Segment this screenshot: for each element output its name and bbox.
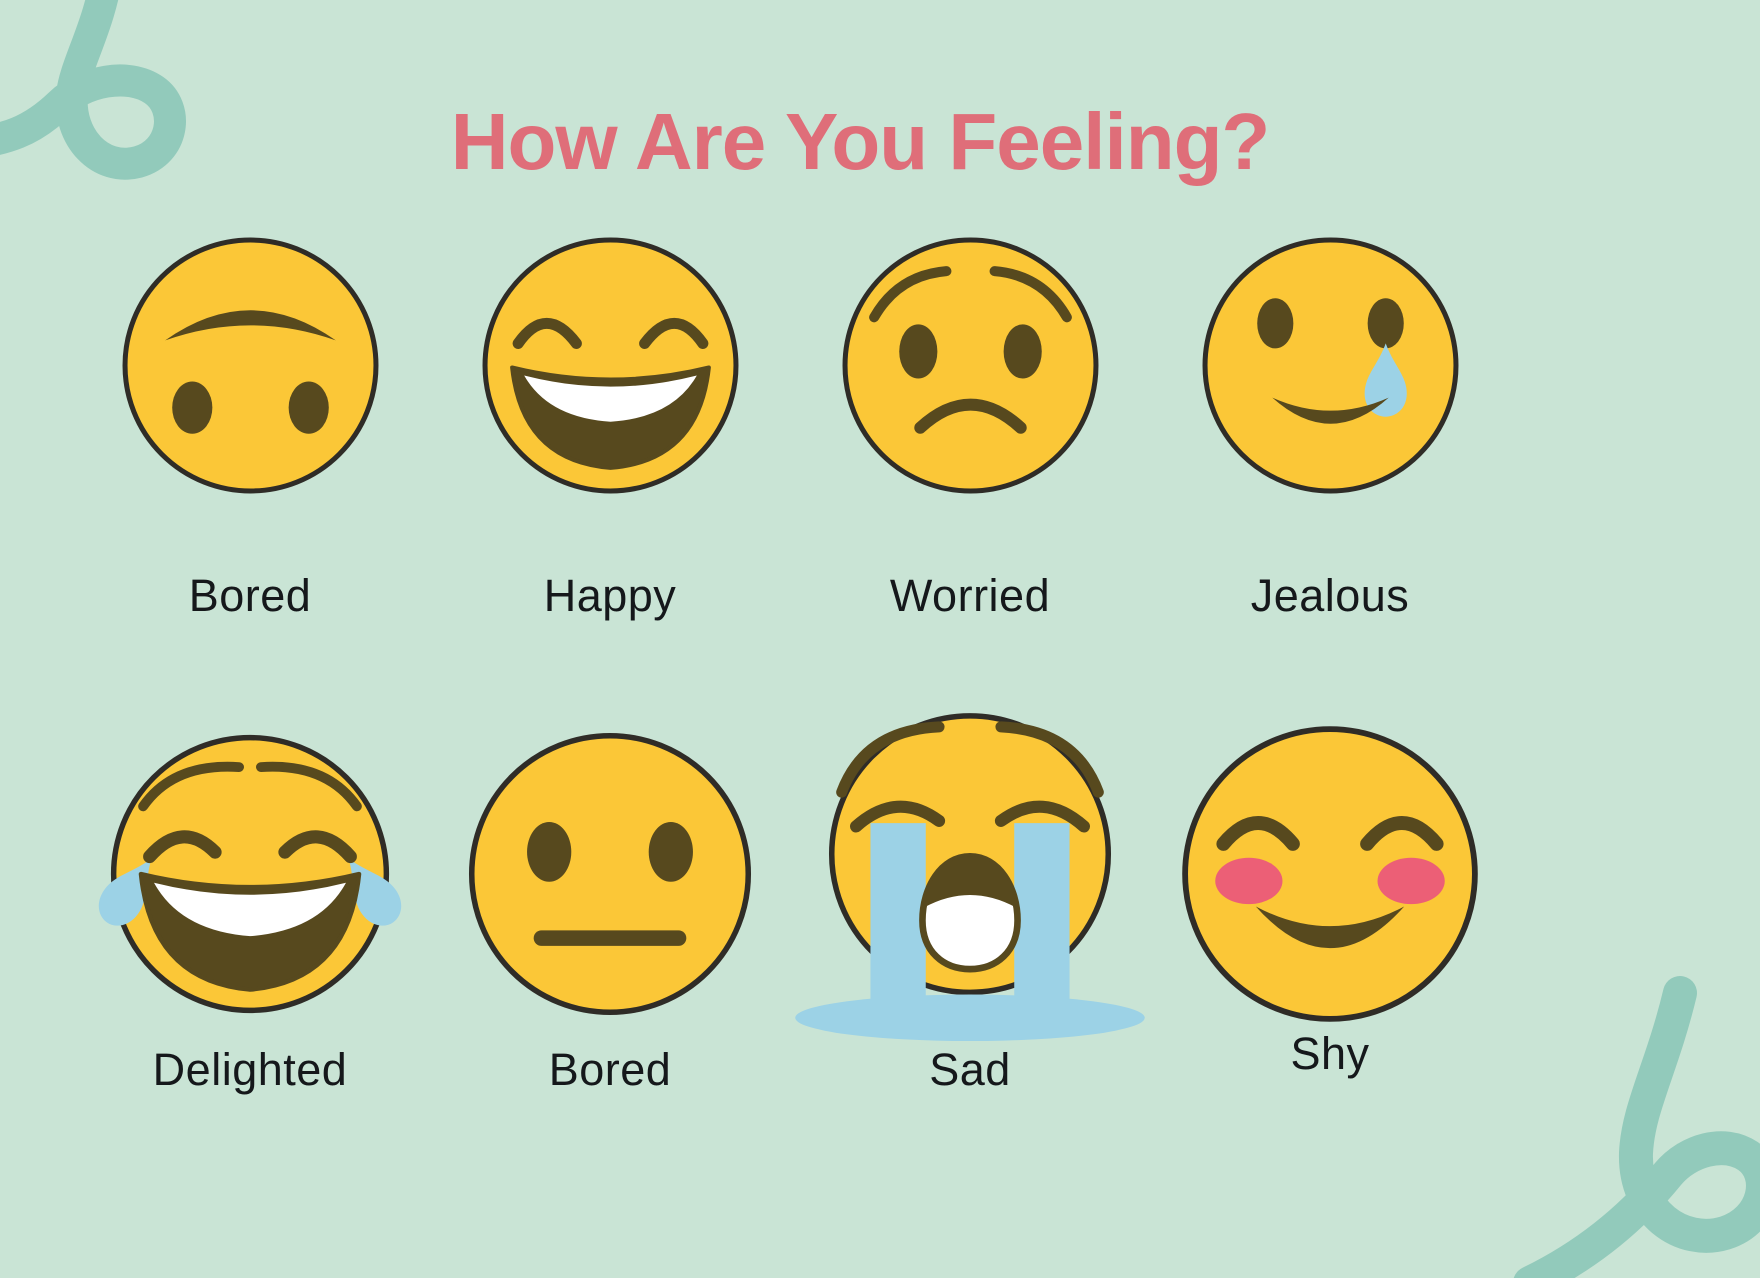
emotion-label: Bored: [188, 570, 312, 621]
emotion-card-jealous: Jealous: [1150, 237, 1510, 622]
emotion-label: Happy: [543, 570, 677, 621]
emotion-card-delighted: Delighted: [70, 728, 430, 1096]
blushing-smile-face-icon: [1182, 726, 1478, 1022]
emotions-row-2: Delighted Bored: [70, 713, 1510, 1096]
emotion-label: Delighted: [152, 1044, 348, 1095]
laughing-tears-face-icon: [98, 734, 402, 1014]
emotion-card-happy: Happy: [430, 237, 790, 622]
emotion-label: Jealous: [1250, 570, 1410, 621]
emotion-card-shy: Shy: [1150, 726, 1510, 1096]
emotion-card-worried: Worried: [790, 237, 1150, 622]
upside-down-face-icon: [122, 237, 378, 493]
smile-with-tear-face-icon: [1202, 237, 1458, 493]
emotions-row-1: Bored Happy Worried: [70, 237, 1510, 622]
emotion-label: Shy: [1290, 1028, 1370, 1079]
emotion-label: Sad: [929, 1044, 1011, 1095]
emotion-label: Worried: [889, 570, 1051, 621]
neutral-face-icon: [468, 732, 752, 1016]
emotion-card-sad: Sad: [790, 713, 1150, 1096]
grinning-smile-face-icon: [482, 237, 738, 493]
emotion-card-bored-neutral: Bored: [430, 728, 790, 1096]
emotion-card-bored-upside-down: Bored: [70, 237, 430, 622]
emotion-label: Bored: [548, 1044, 672, 1095]
loudly-crying-face-icon: [795, 713, 1145, 1042]
worried-face-icon: [842, 237, 1098, 493]
page-title: How Are You Feeling?: [450, 97, 1271, 186]
squiggle-bottom-right-decoration: [1513, 976, 1760, 1278]
